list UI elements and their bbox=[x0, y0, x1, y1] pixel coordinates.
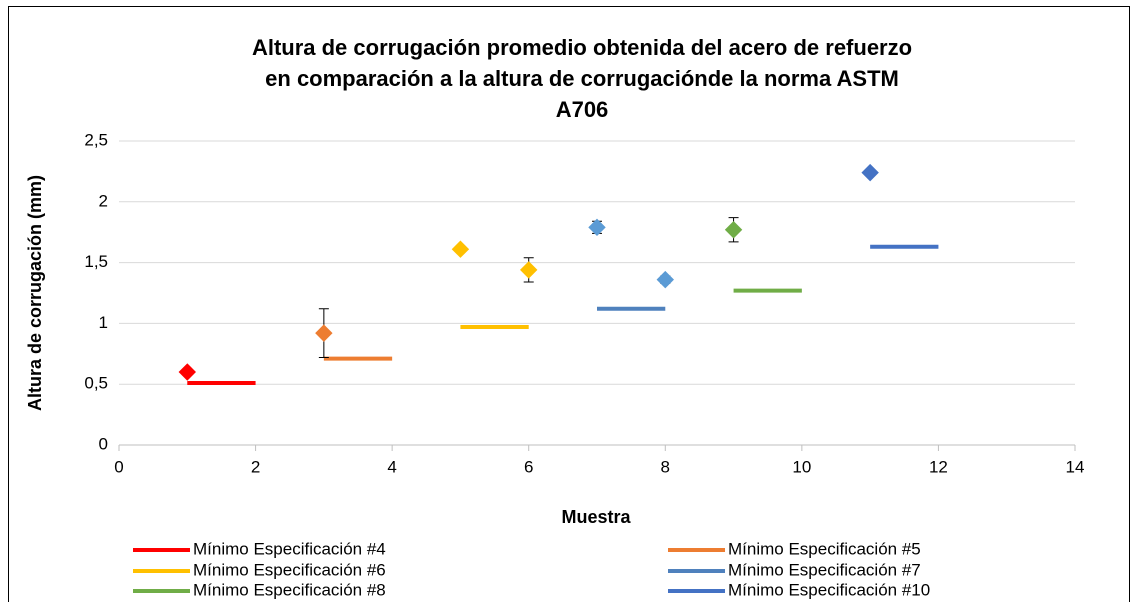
x-tick-label: 0 bbox=[114, 457, 123, 476]
y-tick-label: 0 bbox=[99, 434, 108, 453]
x-tick-label: 8 bbox=[661, 457, 670, 476]
x-tick-label: 2 bbox=[251, 457, 260, 476]
legend-label: Mínimo Especificación #6 bbox=[193, 560, 386, 579]
x-tick-label: 6 bbox=[524, 457, 533, 476]
point bbox=[178, 363, 196, 381]
y-axis-label: Altura de corrugación (mm) bbox=[25, 175, 45, 411]
point bbox=[656, 270, 674, 289]
x-tick-label: 14 bbox=[1066, 457, 1085, 476]
chart-title: Altura de corrugación promedio obtenida … bbox=[252, 35, 912, 60]
legend-label: Mínimo Especificación #7 bbox=[728, 560, 921, 579]
point bbox=[588, 218, 606, 237]
x-tick-label: 12 bbox=[929, 457, 948, 476]
legend-label: Mínimo Especificación #5 bbox=[728, 539, 921, 558]
chart-title: A706 bbox=[556, 97, 609, 122]
x-tick-label: 4 bbox=[387, 457, 396, 476]
y-tick-label: 1 bbox=[99, 313, 108, 332]
y-tick-label: 2,5 bbox=[84, 130, 108, 149]
x-tick-label: 10 bbox=[792, 457, 811, 476]
y-tick-label: 1,5 bbox=[84, 252, 108, 271]
point bbox=[861, 163, 879, 182]
point bbox=[520, 261, 538, 279]
y-tick-label: 2 bbox=[99, 191, 108, 210]
legend-label: Mínimo Especificación #4 bbox=[193, 539, 386, 558]
point bbox=[451, 240, 470, 258]
point bbox=[315, 324, 333, 342]
chart-title: en comparación a la altura de corrugació… bbox=[265, 66, 899, 91]
point bbox=[724, 221, 743, 239]
legend-label: Mínimo Especificación #10 bbox=[728, 580, 930, 599]
chart-frame bbox=[8, 6, 1130, 602]
legend-label: Mínimo Especificación #8 bbox=[193, 580, 386, 599]
x-axis-label: Muestra bbox=[561, 507, 631, 527]
y-tick-label: 0,5 bbox=[84, 374, 108, 393]
